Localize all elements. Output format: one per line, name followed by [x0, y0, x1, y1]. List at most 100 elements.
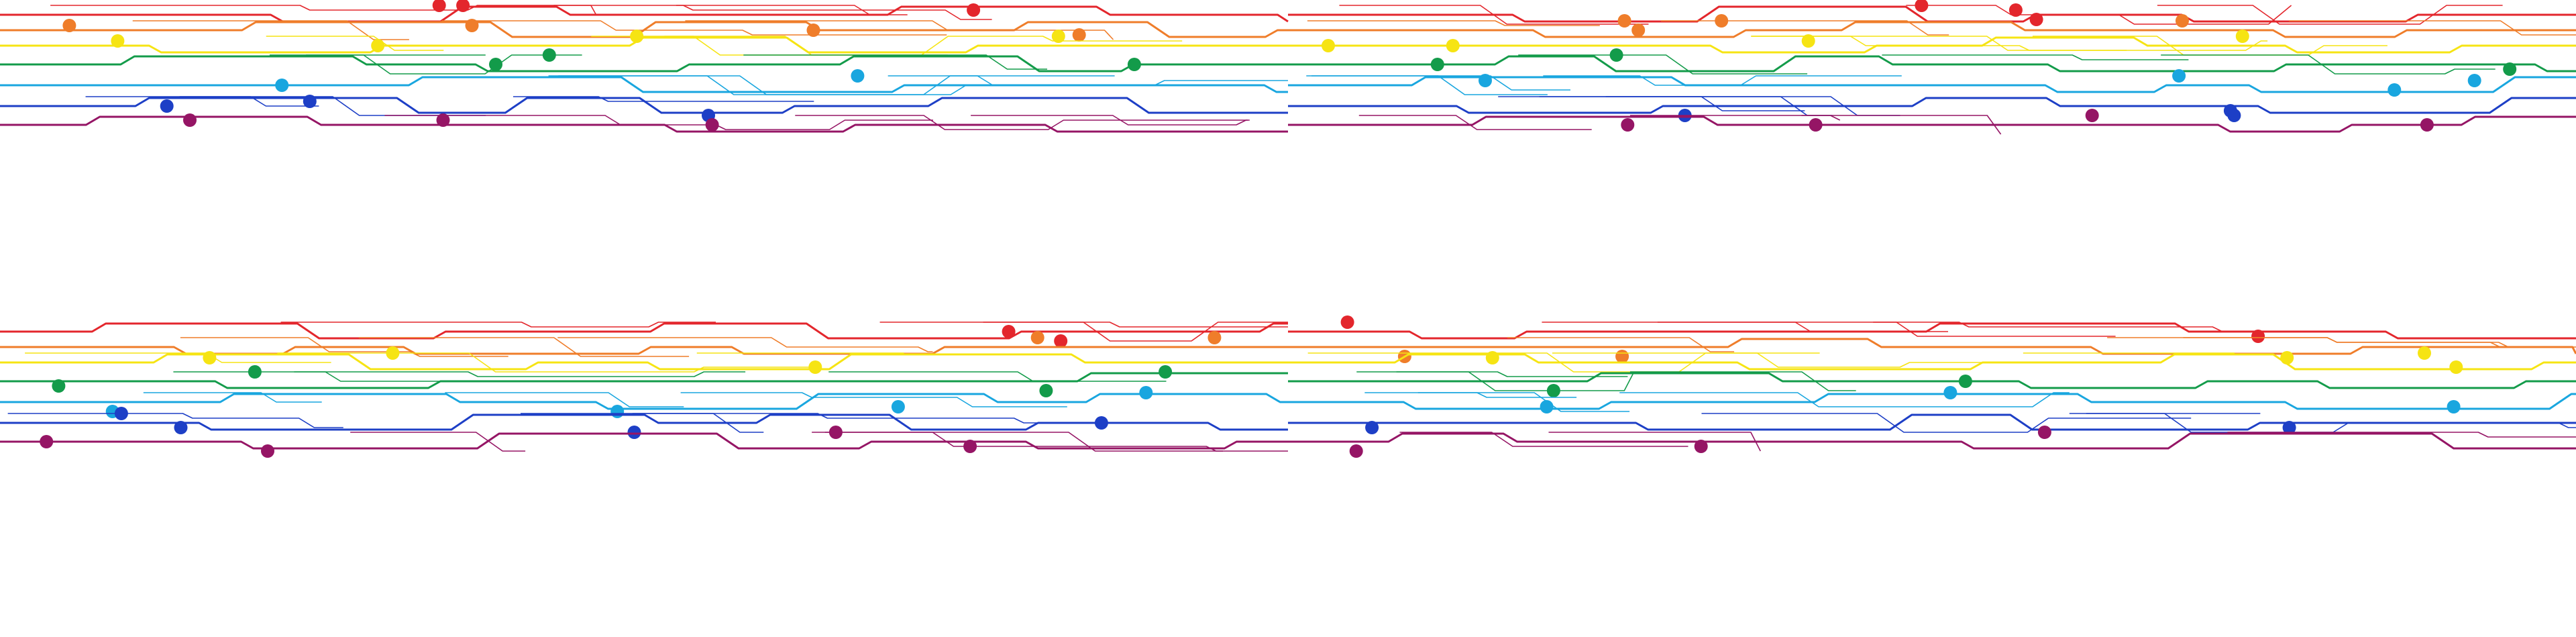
light-blue-branch-trace	[1311, 75, 1570, 91]
circuit-tile	[0, 0, 1289, 133]
green-node-dot	[1039, 384, 1053, 397]
purple-branch-trace	[812, 432, 1288, 452]
yellow-trace-layer	[0, 30, 1288, 56]
red-main-trace	[0, 5, 1289, 23]
orange-main-trace	[0, 21, 1288, 38]
green-node-dot	[1546, 384, 1560, 397]
purple-branch-trace	[1548, 432, 1762, 452]
blue-branch-trace	[521, 413, 764, 433]
purple-trace-layer	[0, 426, 1288, 458]
orange-trace-layer	[1288, 337, 2576, 363]
purple-node-dot	[2085, 109, 2099, 122]
red-trace-layer	[1288, 315, 2576, 343]
green-node-dot	[1609, 48, 1623, 62]
red-node-dot	[1340, 315, 1354, 329]
red-node-dot	[2251, 330, 2265, 343]
yellow-node-dot	[386, 346, 400, 360]
light-blue-trace-layer	[1288, 69, 2576, 97]
circuit-band-2	[0, 315, 2576, 458]
blue-trace-layer	[0, 407, 1288, 439]
green-branch-trace	[294, 371, 746, 377]
blue-node-dot	[174, 421, 188, 434]
purple-branch-trace	[824, 432, 1223, 452]
yellow-trace-layer	[0, 346, 1288, 374]
orange-branch-trace	[132, 20, 409, 40]
red-branch-trace	[1542, 322, 1948, 332]
red-node-dot	[456, 0, 470, 12]
yellow-branch-trace	[664, 36, 1183, 56]
purple-trace-layer	[1288, 426, 2576, 458]
red-node-dot	[2029, 13, 2043, 26]
orange-branch-trace	[358, 337, 690, 357]
light-blue-branch-trace	[558, 75, 989, 95]
light-blue-branch-trace	[1619, 392, 2070, 407]
yellow-node-dot	[111, 34, 125, 48]
purple-node-dot	[828, 426, 843, 439]
light-blue-branch-trace	[1364, 392, 1577, 398]
green-branch-trace	[1396, 371, 1628, 377]
purple-trace-layer	[0, 113, 1288, 133]
green-node-dot	[1159, 365, 1173, 379]
red-node-dot	[1915, 0, 1929, 12]
orange-branch-trace	[441, 20, 947, 36]
yellow-node-dot	[2418, 346, 2431, 360]
red-branch-trace	[280, 322, 716, 328]
purple-node-dot	[1809, 118, 1823, 132]
light-blue-node-dot	[2387, 83, 2402, 97]
red-trace-layer	[0, 0, 1289, 23]
orange-branch-trace	[685, 20, 1114, 40]
blue-main-trace	[1288, 413, 2576, 431]
orange-node-dot	[1208, 331, 1222, 344]
purple-node-dot	[183, 113, 197, 127]
purple-branch-trace	[795, 115, 1248, 130]
green-node-dot	[542, 48, 556, 62]
blue-node-dot	[1365, 421, 1379, 434]
orange-node-dot	[1715, 14, 1729, 28]
green-branch-trace	[743, 54, 1047, 70]
yellow-node-dot	[1051, 30, 1065, 43]
blue-trace-layer	[0, 95, 1288, 122]
light-blue-node-dot	[2447, 400, 2461, 413]
light-blue-branch-trace	[680, 392, 1067, 407]
light-blue-node-dot	[1943, 386, 1957, 399]
light-blue-branch-trace	[143, 392, 322, 403]
blue-node-dot	[114, 407, 128, 420]
purple-node-dot	[1694, 440, 1708, 453]
red-branch-trace	[1873, 322, 2383, 332]
orange-branch-trace	[557, 337, 933, 352]
purple-node-dot	[2420, 118, 2434, 132]
blue-main-trace	[0, 97, 1288, 114]
circuit-tile	[1288, 315, 2576, 458]
red-branch-trace	[553, 5, 992, 20]
yellow-branch-trace	[1751, 36, 2268, 51]
blue-main-trace	[1288, 97, 2576, 114]
yellow-node-dot	[1322, 39, 1335, 52]
light-blue-main-trace	[1288, 76, 2576, 93]
blue-node-dot	[627, 426, 641, 439]
purple-node-dot	[1349, 444, 1363, 458]
yellow-trace-layer	[1288, 346, 2576, 374]
red-branch-trace	[983, 322, 1288, 328]
yellow-node-dot	[1801, 34, 1815, 48]
red-main-trace	[0, 322, 1288, 340]
green-main-trace	[0, 55, 1288, 72]
light-blue-node-dot	[1479, 74, 1492, 87]
blue-trace-layer	[1288, 96, 2576, 122]
red-node-dot	[1054, 334, 1068, 348]
orange-node-dot	[806, 23, 820, 37]
purple-node-dot	[2037, 426, 2051, 439]
green-branch-trace	[1629, 371, 1856, 391]
green-main-trace	[1288, 55, 2576, 72]
green-trace-layer	[1288, 371, 2576, 397]
light-blue-branch-trace	[445, 392, 684, 407]
orange-branch-trace	[2289, 20, 2576, 36]
orange-branch-trace	[2107, 337, 2576, 348]
purple-branch-trace	[350, 432, 526, 452]
green-branch-trace	[1518, 54, 1808, 75]
purple-branch-trace	[1399, 432, 1688, 447]
orange-node-dot	[1631, 23, 1646, 37]
light-blue-branch-trace	[888, 75, 1288, 86]
purple-branch-trace	[384, 115, 933, 130]
blue-node-dot	[303, 95, 317, 108]
blue-branch-trace	[2069, 413, 2576, 433]
